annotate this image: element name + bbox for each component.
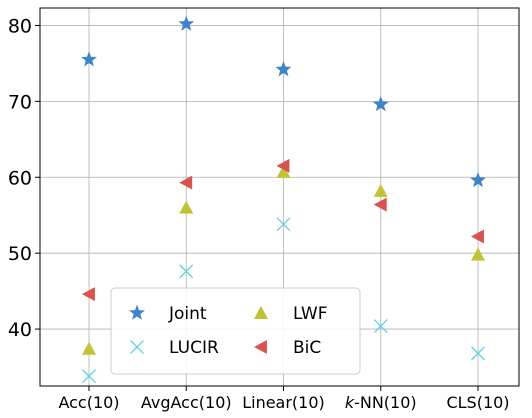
point-lwf-1 bbox=[82, 341, 96, 355]
legend-marker-bic bbox=[254, 340, 267, 354]
x-tick-label: Linear(10) bbox=[242, 393, 325, 412]
point-bic-2 bbox=[179, 175, 193, 190]
y-tick-label: 70 bbox=[8, 91, 32, 113]
plot-frame bbox=[39, 7, 520, 387]
y-tick-label: 50 bbox=[8, 243, 32, 265]
data-marks bbox=[81, 15, 486, 384]
point-lwf-4 bbox=[373, 183, 388, 197]
y-tick-label: 40 bbox=[8, 319, 32, 341]
y-tick-label: 60 bbox=[8, 167, 32, 189]
point-lucir-4 bbox=[373, 319, 388, 333]
point-lwf-2 bbox=[179, 200, 194, 214]
point-lucir-5 bbox=[471, 346, 485, 361]
point-lwf-3 bbox=[276, 164, 291, 178]
point-joint-3 bbox=[275, 61, 292, 77]
point-bic-3 bbox=[276, 158, 290, 173]
point-joint-4 bbox=[372, 96, 389, 112]
y-tick-label: 80 bbox=[8, 15, 32, 37]
legend-label-joint: Joint bbox=[168, 304, 207, 324]
x-axis: Acc(10) AvgAcc(10) Linear(10) k-NN(10) CLS(1… bbox=[58, 386, 510, 412]
point-bic-4 bbox=[373, 197, 387, 212]
x-tick-label: CLS(10) bbox=[446, 393, 509, 412]
x-tick-label: k-NN(10) bbox=[345, 393, 417, 412]
grid bbox=[40, 8, 519, 386]
legend-marker-lwf bbox=[254, 306, 268, 319]
point-joint-1 bbox=[81, 51, 97, 67]
legend-label-bic: BiC bbox=[293, 338, 321, 358]
point-bic-5 bbox=[471, 229, 484, 244]
point-joint-5 bbox=[470, 171, 486, 188]
point-lucir-3 bbox=[276, 217, 291, 232]
point-lwf-5 bbox=[471, 247, 485, 261]
legend-box bbox=[110, 287, 361, 375]
point-bic-1 bbox=[82, 287, 95, 302]
legend-marker-lucir bbox=[130, 340, 144, 354]
legend-label-lucir: LUCIR bbox=[169, 338, 219, 358]
point-joint-2 bbox=[178, 15, 195, 31]
legend-marker-joint bbox=[129, 304, 145, 320]
legend-label-lwf: LWF bbox=[293, 304, 328, 324]
point-lucir-2 bbox=[179, 264, 194, 279]
point-lucir-1 bbox=[82, 369, 96, 384]
legend: Joint LWF LUCIR BiC bbox=[110, 287, 361, 375]
x-tick-label: Acc(10) bbox=[58, 393, 119, 412]
y-axis: 40 50 60 70 80 bbox=[8, 15, 40, 341]
x-tick-label: AvgAcc(10) bbox=[141, 393, 232, 412]
